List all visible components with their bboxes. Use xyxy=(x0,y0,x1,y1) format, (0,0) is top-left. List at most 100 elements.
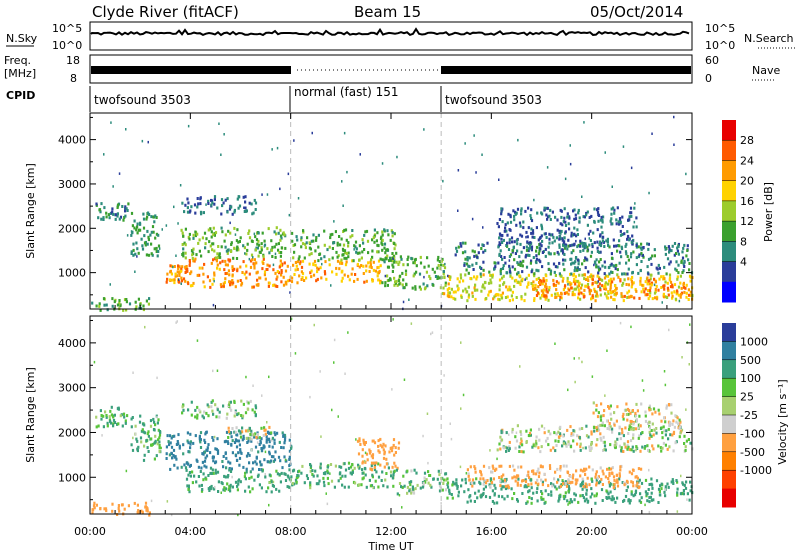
velocity-cell xyxy=(632,428,635,432)
velocity-cell xyxy=(524,480,528,484)
velocity-cell xyxy=(571,476,574,480)
velocity-cell xyxy=(573,492,576,496)
power-cell xyxy=(679,295,682,299)
velocity-cell xyxy=(158,449,161,453)
velocity-cell xyxy=(406,491,409,495)
power-cell xyxy=(680,286,683,290)
power-cell xyxy=(552,278,555,282)
power-ytick-label: 1000 xyxy=(58,267,86,280)
velocity-cell xyxy=(106,421,109,425)
power-cell xyxy=(426,256,429,260)
velocity-cell xyxy=(290,445,293,449)
power-cell xyxy=(585,278,588,281)
velocity-cell xyxy=(664,433,667,437)
noise-right-label: N.Search xyxy=(744,32,794,45)
velocity-cell xyxy=(341,483,344,487)
velocity-cell xyxy=(628,448,632,452)
power-cell xyxy=(646,282,649,286)
power-cell xyxy=(649,291,652,295)
velocity-cell xyxy=(474,470,477,474)
velocity-cell xyxy=(134,432,137,436)
velocity-cell xyxy=(358,483,361,487)
velocity-scatter-data xyxy=(91,316,694,517)
velocity-cell xyxy=(230,467,233,471)
power-cell xyxy=(606,237,609,241)
velocity-cell xyxy=(386,485,389,489)
power-cell xyxy=(658,277,661,281)
power-cell xyxy=(552,262,556,266)
velocity-cell xyxy=(147,434,150,438)
velocity-cell xyxy=(522,479,525,482)
power-cell xyxy=(305,241,308,245)
power-cell xyxy=(363,248,366,251)
velocity-cell xyxy=(596,415,600,419)
velocity-cell xyxy=(628,470,631,474)
velocity-cell xyxy=(581,469,584,473)
power-cell xyxy=(220,245,223,249)
power-cell xyxy=(192,259,195,263)
power-cell xyxy=(316,277,319,281)
velocity-cell xyxy=(168,443,171,447)
power-cell xyxy=(482,250,485,254)
power-cell xyxy=(574,266,577,270)
velocity-cell xyxy=(261,469,264,473)
velocity-cell xyxy=(248,461,251,465)
power-cell xyxy=(582,215,585,219)
power-cell xyxy=(572,233,575,237)
power-cell xyxy=(335,272,338,276)
velocity-cell xyxy=(361,471,364,475)
power-cell xyxy=(563,240,566,244)
velocity-cell xyxy=(141,422,145,426)
velocity-cell xyxy=(227,488,230,492)
power-cell xyxy=(466,256,469,259)
velocity-cell xyxy=(442,478,445,482)
velocity-cell xyxy=(553,477,556,481)
power-cell xyxy=(149,233,152,237)
power-cell xyxy=(662,294,665,298)
velocity-cell xyxy=(543,501,546,505)
power-cell xyxy=(675,260,678,264)
velocity-cell xyxy=(288,477,291,481)
power-cell xyxy=(621,295,624,299)
velocity-cell xyxy=(149,419,153,423)
velocity-cell xyxy=(364,441,367,444)
velocity-cell xyxy=(391,465,394,469)
power-cell xyxy=(111,297,114,301)
velocity-cell xyxy=(613,411,616,415)
velocity-cell xyxy=(379,437,382,441)
power-cell xyxy=(260,246,263,250)
power-cell xyxy=(295,264,298,268)
power-cell xyxy=(589,239,592,242)
power-cell xyxy=(473,275,476,279)
power-cell xyxy=(599,240,602,244)
power-cell xyxy=(293,243,297,247)
velocity-cell xyxy=(209,451,212,455)
velocity-cell xyxy=(375,461,378,465)
power-cell xyxy=(183,241,186,245)
velocity-cell xyxy=(184,466,188,470)
velocity-cell xyxy=(685,480,688,484)
velocity-cell xyxy=(534,481,537,485)
velocity-cell xyxy=(268,503,270,507)
power-cell xyxy=(230,205,233,209)
power-cell xyxy=(473,254,476,258)
velocity-cell xyxy=(521,492,524,495)
velocity-cell xyxy=(176,320,178,323)
power-cell xyxy=(271,255,274,258)
velocity-cell xyxy=(595,403,598,407)
power-cell xyxy=(514,212,517,216)
power-cell xyxy=(371,279,374,283)
power-cell xyxy=(477,243,480,247)
power-cell xyxy=(504,223,507,227)
velocity-cell xyxy=(279,459,282,463)
velocity-cell xyxy=(358,437,361,441)
power-cell xyxy=(147,235,150,239)
power-cell xyxy=(222,201,225,205)
power-cell xyxy=(517,280,520,284)
velocity-cell xyxy=(599,466,602,470)
velocity-cell xyxy=(623,442,626,446)
power-cell xyxy=(663,265,666,269)
velocity-cell xyxy=(309,469,312,473)
power-cell xyxy=(412,261,415,265)
